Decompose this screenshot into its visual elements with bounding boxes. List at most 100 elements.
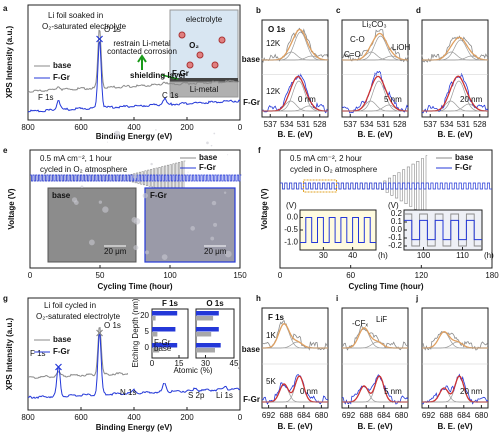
spectrum-raw bbox=[421, 330, 489, 351]
sem-texture bbox=[206, 141, 209, 145]
label: base bbox=[242, 345, 261, 354]
label: -CFₓ bbox=[352, 319, 368, 328]
sem-texture bbox=[142, 193, 148, 199]
label: Li₂CO₃ bbox=[362, 20, 387, 29]
sem-texture bbox=[213, 222, 218, 227]
sem-texture bbox=[200, 154, 203, 157]
label: 5 nm bbox=[384, 387, 402, 396]
sem-texture bbox=[102, 206, 109, 213]
sem-texture bbox=[109, 166, 112, 169]
label: XPS Intensity (a.u.) bbox=[5, 25, 14, 98]
label: F 1s bbox=[268, 313, 285, 322]
x-tick-label: 528 bbox=[473, 120, 487, 129]
label: 0.5 mA cm⁻², 1 hour bbox=[40, 154, 112, 163]
sem-texture bbox=[132, 173, 138, 179]
label: Cycling Time (hour) bbox=[98, 282, 173, 291]
x-tick-label: 534 bbox=[440, 120, 454, 129]
sem-texture bbox=[227, 154, 229, 156]
label: B. E. (eV) bbox=[437, 422, 472, 431]
label: S 2p bbox=[188, 391, 205, 400]
label: B. E. (eV) bbox=[357, 422, 392, 431]
zoom-box bbox=[303, 179, 338, 193]
sem-texture bbox=[113, 130, 121, 138]
label: F-Gr bbox=[53, 347, 70, 356]
label: F-Gr bbox=[243, 98, 260, 107]
label: B. E. (eV) bbox=[277, 130, 312, 139]
axes-frame bbox=[279, 149, 493, 269]
x-tick-label: 200 bbox=[180, 123, 194, 132]
panel-letter: d bbox=[416, 6, 421, 15]
axes-frame bbox=[261, 307, 329, 409]
sem-texture bbox=[187, 171, 189, 173]
sem-fgr bbox=[144, 187, 236, 263]
schematic-o2 bbox=[178, 31, 186, 39]
label: 0 nm bbox=[300, 387, 318, 396]
label: O₂-saturated electrolyte bbox=[42, 22, 127, 31]
x-tick-label: 600 bbox=[74, 413, 88, 422]
label: 20 nm bbox=[460, 387, 483, 396]
bar bbox=[196, 311, 219, 316]
panel-letter: a bbox=[3, 4, 8, 13]
label: F 1s bbox=[162, 299, 179, 308]
schematic-o2 bbox=[211, 61, 219, 69]
panel-letter: f bbox=[258, 146, 261, 155]
schematic-o2 bbox=[218, 36, 226, 44]
bar bbox=[152, 348, 160, 353]
schematic-arrow bbox=[137, 54, 147, 70]
schematic-li-metal bbox=[169, 81, 239, 98]
schematic-electrolyte bbox=[169, 9, 239, 83]
x-tick-label: 0 bbox=[278, 271, 283, 280]
label: 0.5 mA cm⁻², 2 hour bbox=[290, 154, 362, 163]
label: shielding layer bbox=[130, 71, 186, 80]
label: O 1s bbox=[206, 299, 224, 308]
axes-frame bbox=[29, 149, 241, 269]
x-tick-label: 688 bbox=[360, 411, 374, 420]
panel-letter: g bbox=[3, 294, 8, 303]
x-tick-label: 0 bbox=[28, 271, 33, 280]
label: C 1s bbox=[162, 91, 178, 100]
inset-bg bbox=[128, 299, 238, 383]
x-tick-label: 531 bbox=[457, 120, 471, 129]
sem-texture bbox=[161, 254, 168, 261]
x-tick-label: 692 bbox=[422, 411, 436, 420]
y-tick-label: 0.0 bbox=[287, 213, 299, 222]
x-tick-label: 150 bbox=[233, 271, 247, 280]
panel-letter: c bbox=[336, 6, 341, 15]
label: restrain Li-metal bbox=[113, 39, 171, 48]
legend-label: base bbox=[154, 344, 172, 353]
spectrum-fgr bbox=[28, 332, 241, 400]
x-tick-label: 684 bbox=[457, 411, 471, 420]
label: 20 nm bbox=[460, 95, 483, 104]
label: Voltage (V) bbox=[260, 188, 269, 230]
schematic-o2 bbox=[196, 51, 204, 59]
label: (h) bbox=[378, 251, 388, 260]
sem-texture bbox=[223, 191, 227, 194]
y-tick-label: 0.1 bbox=[391, 217, 403, 226]
sem-texture bbox=[190, 226, 196, 231]
label: Li foil soaked in bbox=[48, 11, 103, 20]
sem-texture bbox=[133, 217, 141, 225]
label: base bbox=[53, 335, 72, 344]
y-tick-label: 5 bbox=[145, 327, 150, 336]
bar bbox=[152, 316, 156, 321]
x-tick-label: 684 bbox=[297, 411, 311, 420]
bar bbox=[196, 343, 221, 348]
x-tick-label: 692 bbox=[342, 411, 356, 420]
schematic-shielding bbox=[170, 78, 238, 82]
label: base bbox=[52, 191, 71, 200]
x-tick-label: 110 bbox=[456, 251, 469, 260]
label: Atomic (%) bbox=[173, 366, 212, 375]
legend-label: F-Gr bbox=[154, 338, 171, 347]
label: O₂-saturated electrolyte bbox=[36, 312, 121, 321]
label: F 1s bbox=[38, 93, 54, 102]
x-tick-label: 0 bbox=[238, 413, 243, 422]
label: 20 μm bbox=[104, 247, 127, 256]
label: Li-metal bbox=[190, 85, 219, 94]
peak-marker bbox=[96, 329, 103, 337]
panel-letter: i bbox=[336, 294, 338, 303]
label: contacted corrosion bbox=[107, 47, 177, 56]
x-tick-label: 528 bbox=[313, 120, 327, 129]
x-tick-label: 534 bbox=[280, 120, 294, 129]
x-tick-label: 40 bbox=[348, 251, 357, 260]
x-tick-label: 400 bbox=[127, 123, 141, 132]
